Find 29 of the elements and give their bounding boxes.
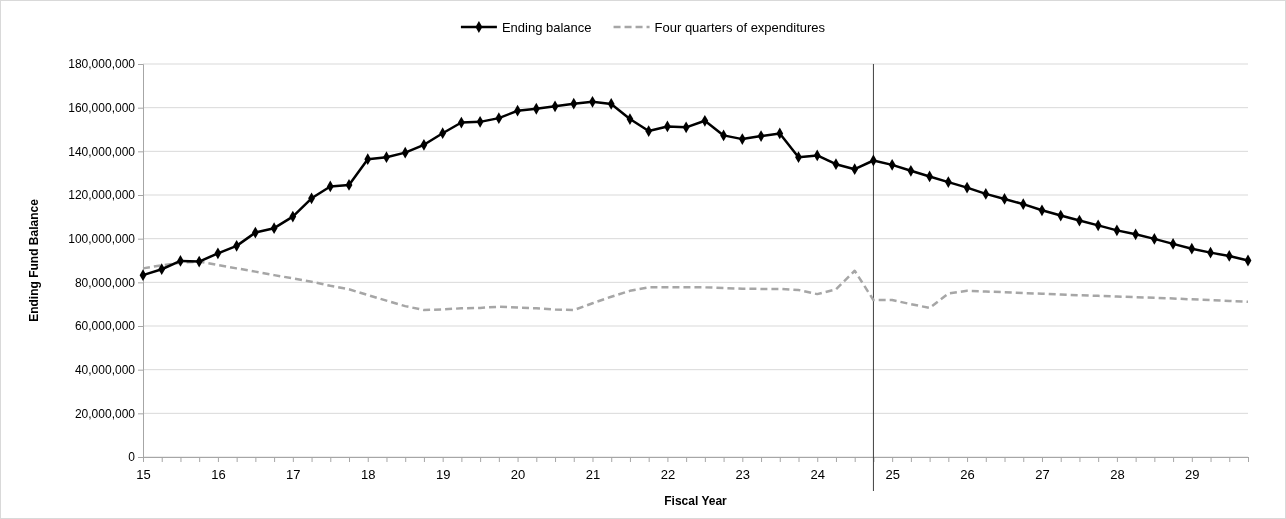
y-tick-label: 100,000,000 (68, 232, 136, 247)
y-tick-label: 140,000,000 (68, 144, 136, 159)
legend-label: Ending balance (501, 19, 592, 35)
x-tick-label: 22 (660, 467, 676, 483)
x-tick-label: 21 (585, 467, 601, 483)
x-tick-label: 25 (885, 467, 900, 483)
y-tick-label: 160,000,000 (68, 101, 136, 116)
y-tick-label: 40,000,000 (74, 363, 136, 378)
y-tick-label: 60,000,000 (74, 319, 136, 334)
x-tick-label: 15 (136, 467, 151, 483)
y-tick-label: 0 (128, 450, 136, 465)
y-axis-title: Ending Fund Balance (27, 198, 41, 322)
x-tick-label: 16 (211, 467, 226, 483)
x-tick-label: 19 (435, 467, 451, 483)
y-tick-label: 20,000,000 (74, 406, 136, 421)
x-tick-label: 29 (1185, 467, 1200, 483)
legend-label: Four quarters of expenditures (654, 19, 826, 35)
x-tick-label: 23 (735, 467, 751, 483)
x-axis-title: Fiscal Year (664, 494, 728, 508)
y-tick-label: 80,000,000 (74, 275, 136, 290)
x-tick-label: 26 (960, 467, 975, 483)
x-tick-label: 17 (286, 467, 301, 483)
x-tick-label: 27 (1035, 467, 1050, 483)
y-tick-label: 120,000,000 (68, 188, 136, 203)
y-tick-label: 180,000,000 (68, 57, 136, 72)
x-tick-label: 24 (810, 467, 825, 483)
x-tick-label: 20 (510, 467, 526, 483)
x-tick-label: 18 (361, 467, 376, 483)
x-tick-label: 28 (1110, 467, 1125, 483)
